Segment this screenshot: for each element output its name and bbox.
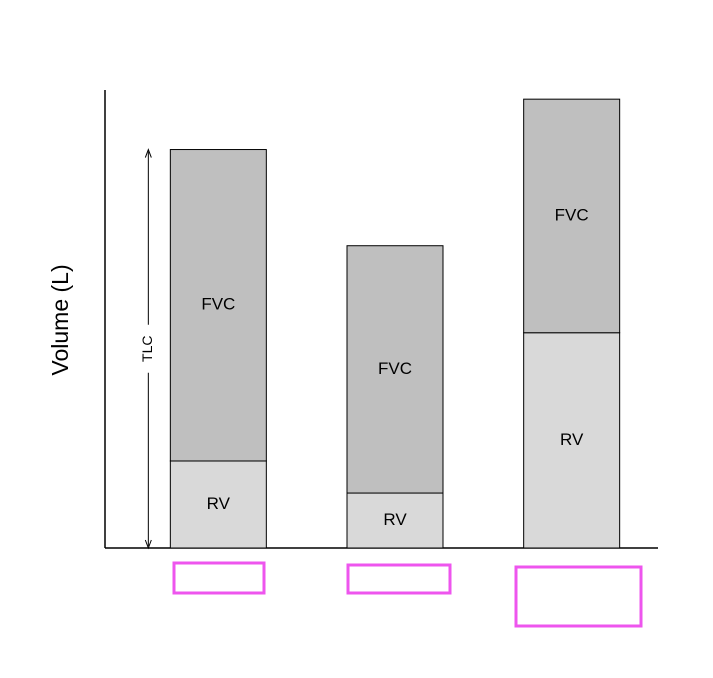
label-placeholder [346, 563, 452, 595]
label-placeholder [172, 561, 266, 595]
bar-segment [169, 149, 267, 462]
tlc-arrowhead [144, 148, 152, 158]
tlc-arrowhead [144, 539, 152, 550]
segment-label: RV [383, 510, 407, 529]
bar-segment [346, 492, 444, 549]
y-axis-label: Volume (L) [47, 264, 73, 375]
segment-label: FVC [378, 359, 412, 378]
bar-segment [523, 98, 621, 334]
segment-label: FVC [555, 205, 589, 224]
annotation: TLC [139, 336, 155, 362]
segment-label: RV [207, 494, 231, 513]
segment-label: RV [560, 430, 584, 449]
bar-segment [346, 245, 444, 494]
bar-segment [523, 332, 621, 549]
segment-label: FVC [201, 295, 235, 314]
bar-segment [169, 460, 267, 549]
label-placeholder [514, 565, 643, 628]
